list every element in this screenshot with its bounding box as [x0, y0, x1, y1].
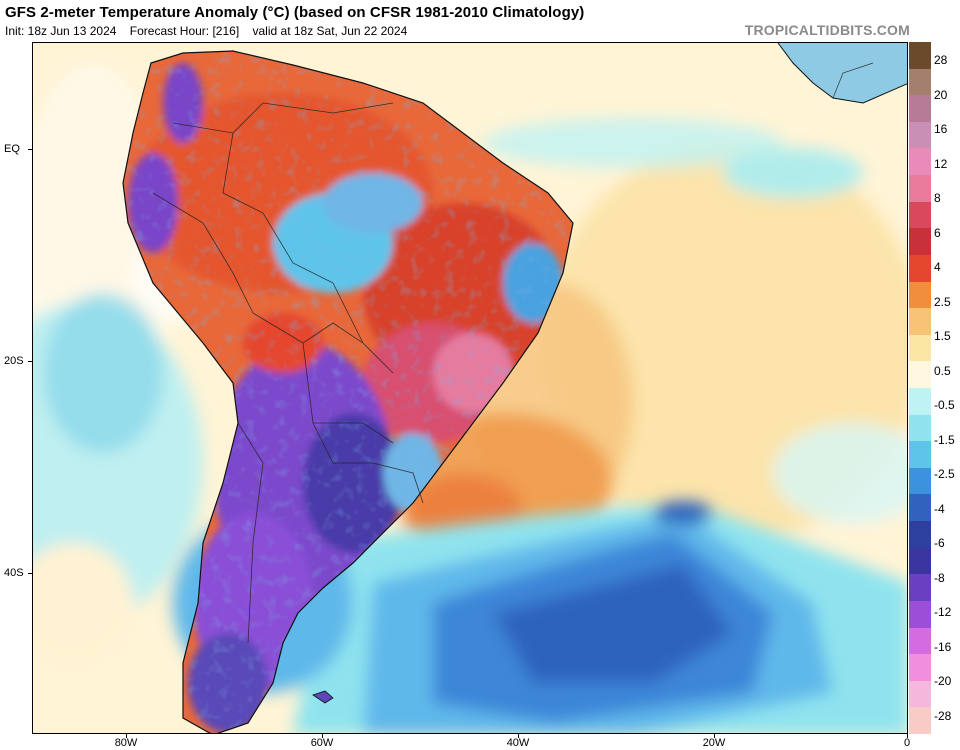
colorbar-segment	[909, 95, 931, 123]
colorbar-tick-label: -20	[934, 674, 952, 689]
map-canvas	[33, 43, 907, 733]
country-borders	[152, 102, 424, 644]
colorbar-tick-label: -4	[934, 501, 945, 516]
colorbar-tick-label: 28	[934, 53, 948, 67]
colorbar-tick-label: -8	[934, 570, 945, 585]
colorbar-tick-label: -2.5	[934, 467, 955, 482]
colorbar-tick-label: -1.5	[934, 432, 955, 447]
colorbar-tick-label: 0.5	[934, 363, 951, 378]
lon-label-40w: 40W	[506, 737, 530, 749]
colorbar-segment	[909, 441, 931, 469]
lat-tick-40s	[28, 573, 32, 574]
init-time: Init: 18z Jun 13 2024	[5, 24, 117, 38]
colorbar-segment	[909, 467, 931, 495]
lon-label-0: 0	[903, 737, 911, 749]
colorbar-tick-label: 20	[934, 87, 948, 102]
colorbar-segment	[909, 707, 931, 735]
colorbar-segment	[909, 175, 931, 203]
valid-time: valid at 18z Sat, Jun 22 2024	[252, 24, 408, 38]
colorbar-segment	[909, 547, 931, 575]
colorbar-segment	[909, 281, 931, 309]
colorbar-tick-label: 1.5	[934, 329, 951, 344]
lat-tick-eq	[28, 149, 32, 150]
colorbar-segment	[909, 42, 931, 70]
colorbar-tick-label: 4	[934, 260, 941, 275]
colorbar-segment	[909, 148, 931, 176]
lon-label-60w: 60W	[310, 737, 334, 749]
colorbar-segment	[909, 494, 931, 522]
colorbar-tick-label: -28	[934, 709, 952, 723]
colorbar-tick-label: 8	[934, 191, 941, 206]
lon-tick-0	[907, 734, 908, 738]
site-credit: TROPICALTIDBITS.COM	[744, 22, 910, 38]
lat-label-40s: 40S	[4, 567, 24, 579]
lon-tick-80w	[126, 734, 127, 738]
lon-label-20w: 20W	[702, 737, 726, 749]
anomaly-map	[32, 42, 908, 734]
colorbar-segment	[909, 654, 931, 682]
colorbar-tick-label: 16	[934, 122, 948, 137]
colorbar-segment	[909, 201, 931, 229]
lon-tick-20w	[714, 734, 715, 738]
colorbar-tick-label: -6	[934, 536, 945, 551]
colorbar-tick-label: 6	[934, 225, 941, 240]
forecast-hour: Forecast Hour: [216]	[129, 24, 240, 38]
colorbar-segment	[909, 228, 931, 256]
colorbar-segment	[909, 308, 931, 336]
lat-tick-20s	[28, 361, 32, 362]
colorbar-segment	[909, 68, 931, 96]
lon-tick-40w	[518, 734, 519, 738]
colorbar-segment	[909, 361, 931, 389]
falkland-islands	[312, 690, 334, 704]
colorbar-segment	[909, 680, 931, 708]
colorbar-tick-label: 2.5	[934, 294, 951, 309]
africa-coast	[777, 43, 907, 104]
colorbar-segment	[909, 388, 931, 416]
colorbar-segment	[909, 627, 931, 655]
lon-tick-60w	[322, 734, 323, 738]
map-title: GFS 2-meter Temperature Anomaly (°C) (ba…	[5, 4, 585, 21]
lat-label-eq: EQ	[4, 143, 20, 155]
colorbar-tick-label: -12	[934, 605, 952, 620]
colorbar-segment	[909, 521, 931, 549]
colorbar-segment	[909, 334, 931, 362]
colorbar-tick-label: -16	[934, 639, 952, 654]
colorbar-segment	[909, 254, 931, 283]
lat-label-20s: 20S	[4, 355, 24, 367]
colorbar-tick-label: 12	[934, 156, 948, 171]
colorbar-segment	[909, 574, 931, 602]
colorbar-tick-label: -0.5	[934, 398, 955, 413]
coastline	[122, 50, 574, 733]
colorbar-segment	[909, 414, 931, 442]
colorbar-segment	[909, 121, 931, 149]
lon-label-80w: 80W	[114, 737, 138, 749]
colorbar-segment	[909, 600, 931, 629]
colorbar	[909, 42, 931, 735]
map-subtitle: Init: 18z Jun 13 2024 Forecast Hour: [21…	[5, 24, 417, 38]
southern-cold-anomaly	[173, 501, 907, 733]
